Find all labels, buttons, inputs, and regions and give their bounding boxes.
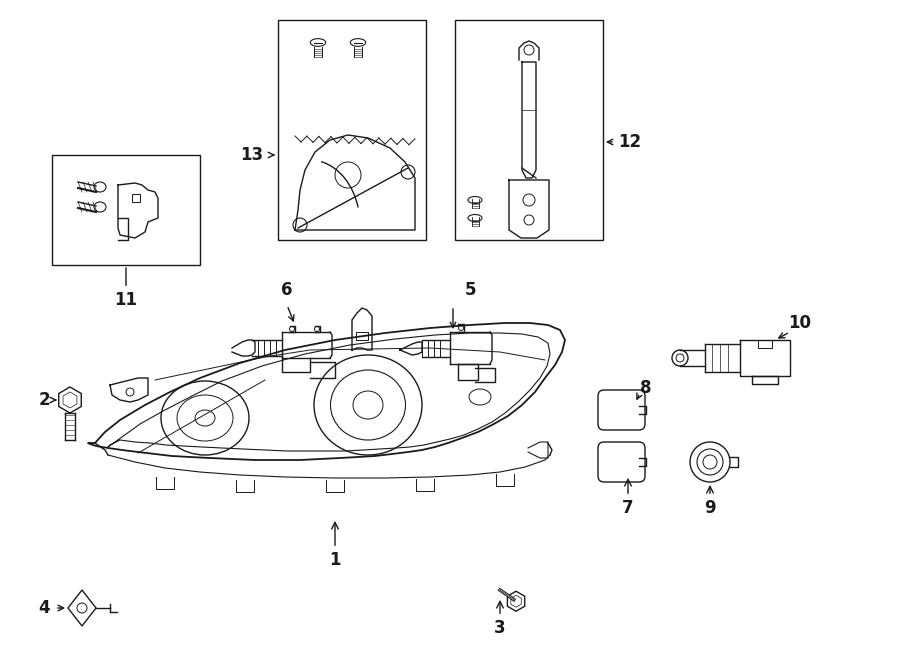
- Text: 13: 13: [240, 146, 263, 164]
- Bar: [52, 155, 200, 265]
- Text: 3: 3: [494, 602, 506, 637]
- Text: 9: 9: [704, 486, 716, 517]
- Text: 2: 2: [38, 391, 50, 409]
- Text: 8: 8: [640, 379, 652, 397]
- Text: 1: 1: [329, 522, 341, 569]
- Text: 5: 5: [464, 281, 476, 299]
- Bar: [278, 20, 426, 240]
- Text: 4: 4: [38, 599, 50, 617]
- Text: 6: 6: [281, 281, 292, 299]
- Text: 10: 10: [788, 314, 812, 332]
- Bar: [455, 20, 603, 240]
- Text: 7: 7: [622, 479, 634, 517]
- Text: 11: 11: [114, 268, 138, 309]
- Bar: [132, 194, 140, 202]
- Text: 12: 12: [618, 133, 641, 151]
